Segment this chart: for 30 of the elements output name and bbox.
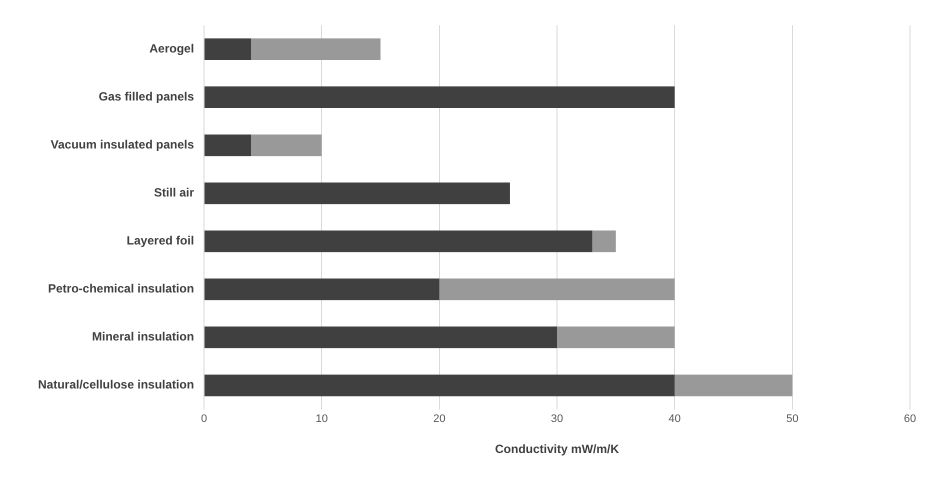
x-tick-label: 60 (904, 413, 916, 426)
y-tick-label: Natural/cellulose insulation (38, 378, 194, 392)
bar (592, 230, 616, 252)
bar (674, 374, 792, 396)
bar (439, 278, 675, 300)
y-tick-label: Petro-chemical insulation (48, 282, 194, 296)
y-tick-label: Layered foil (126, 234, 194, 248)
y-tick-label: Mineral insulation (92, 330, 194, 344)
bar (251, 134, 322, 156)
y-tick-label: Gas filled panels (98, 90, 194, 104)
x-axis-title: Conductivity mW/m/K (495, 442, 620, 456)
bar (204, 374, 675, 396)
x-tick-label: 50 (786, 413, 798, 426)
y-tick-label: Still air (154, 186, 194, 200)
x-tick-label: 0 (200, 413, 208, 426)
bar (204, 38, 252, 60)
x-tick-label: 20 (433, 413, 446, 426)
x-tick-label: 30 (550, 413, 564, 426)
bar (557, 326, 675, 348)
bar (204, 86, 675, 108)
bar (204, 182, 510, 204)
bar (204, 326, 558, 348)
y-tick-label: Aerogel (149, 42, 194, 56)
x-tick-label: 40 (668, 413, 681, 426)
bar (204, 278, 440, 300)
y-tick-label: Vacuum insulated panels (50, 138, 194, 152)
x-tick-label: 10 (316, 413, 328, 426)
bar (251, 38, 381, 60)
bar (204, 230, 592, 252)
bar (204, 134, 252, 156)
